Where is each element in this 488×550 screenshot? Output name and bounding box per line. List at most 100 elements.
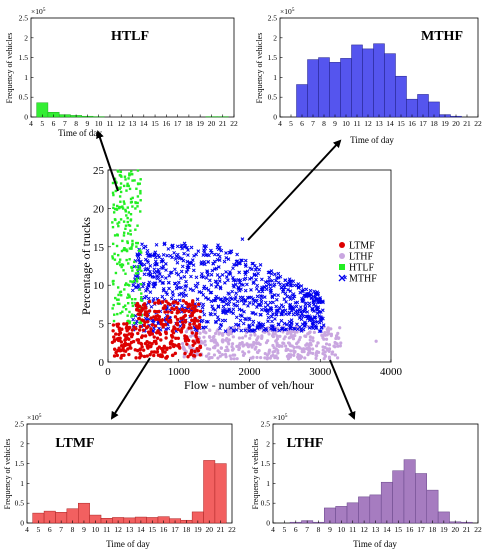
ltmf-point	[162, 344, 167, 349]
htlf-xtick-label: 9	[86, 119, 90, 128]
mthf-point	[234, 315, 239, 320]
mthf-point	[237, 307, 242, 312]
htlf-histogram: 4 5 6 7 8 9 10 11 12 13 14 15 16 17 18 19 20 21 22 0 0.5 1 1.…	[5, 7, 238, 138]
mthf-point	[318, 318, 323, 322]
ltmf-point	[195, 308, 199, 313]
mthf-point	[258, 323, 262, 328]
lthf-point	[271, 350, 275, 354]
lthf-bar-18	[426, 489, 439, 524]
lthf-point	[336, 356, 340, 360]
ltmf-point	[148, 352, 152, 357]
mthf-point	[201, 325, 205, 330]
ltmf-point	[166, 310, 170, 314]
htlf-point	[138, 265, 141, 268]
lthf-point	[267, 332, 271, 336]
lthf-point	[329, 327, 333, 331]
mthf-point	[234, 291, 239, 296]
mthf-point	[274, 304, 279, 309]
htlf-point	[135, 280, 139, 283]
mthf-point	[282, 297, 287, 302]
mthf-point	[172, 250, 176, 255]
arrow-to-htlf	[96, 130, 119, 192]
htlf-point	[125, 248, 128, 251]
mthf-histogram: 4 5 6 7 8 9 10 11 12 13 14 15 16 17 18 19 20 21 22 0 0.5 1 1.…	[255, 7, 482, 145]
mthf-point	[150, 274, 155, 279]
htlf-point	[128, 320, 132, 323]
ltmf-point	[197, 323, 202, 327]
arrow-to-mthf	[247, 139, 342, 241]
lthf-xtick-label: 5	[283, 525, 287, 534]
htlf-point	[126, 314, 129, 317]
mthf-point	[286, 312, 291, 317]
lthf-histogram: 4 5 6 7 8 9 10 11 12 13 14 15 16 17 18 19 20 21 22 00.511.…	[251, 413, 482, 549]
ltmf-point	[160, 318, 165, 322]
lthf-xtick-label: 13	[372, 525, 380, 534]
lthf-point	[267, 348, 272, 352]
mthf-point	[242, 301, 246, 306]
mthf-xtick-label: 4	[278, 119, 282, 128]
htlf-point	[127, 284, 131, 287]
ltmf-point	[127, 352, 131, 357]
mthf-point	[177, 298, 182, 303]
htlf-point	[131, 301, 134, 305]
ltmf-bar-9	[78, 502, 90, 524]
scatter-ytick-label: 15	[93, 242, 105, 254]
mthf-xtick-label: 11	[353, 119, 360, 128]
ltmf-point	[125, 336, 130, 341]
ltmf-point	[146, 330, 151, 334]
mthf-point	[155, 274, 159, 278]
mthf-point	[199, 290, 204, 295]
lthf-point	[255, 355, 259, 360]
mthf-point	[294, 312, 299, 317]
lthf-xtick-label: 14	[383, 525, 391, 534]
mthf-point	[259, 297, 264, 302]
mthf-point	[202, 312, 207, 317]
ltmf-point	[164, 331, 168, 336]
mthf-point	[203, 246, 208, 251]
mthf-point	[142, 272, 147, 277]
htlf-point	[122, 248, 125, 252]
mthf-point	[222, 259, 227, 264]
ltmf-point	[112, 347, 117, 351]
htlf-point	[125, 214, 128, 217]
mthf-point	[218, 285, 223, 290]
lthf-point	[286, 341, 291, 345]
mthf-point	[231, 278, 236, 283]
mthf-point	[210, 268, 215, 273]
ltmf-point	[123, 338, 127, 342]
mthf-point	[268, 286, 273, 291]
mthf-bar-8	[318, 57, 330, 118]
htlf-point	[112, 303, 115, 307]
htlf-point	[116, 222, 119, 225]
ltmf-point	[138, 312, 143, 317]
ltmf-point	[149, 327, 153, 331]
htlf-point	[126, 241, 129, 245]
htlf-point	[137, 249, 141, 253]
ltmf-point	[120, 327, 124, 331]
mthf-point	[252, 328, 257, 333]
mthf-point	[142, 295, 147, 300]
mthf-point	[247, 326, 252, 330]
ltmf-point	[192, 318, 196, 323]
mthf-point	[182, 251, 186, 256]
mthf-point	[215, 315, 220, 319]
ltmf-point	[176, 336, 181, 340]
ltmf-point	[187, 309, 191, 314]
lthf-point	[182, 346, 186, 351]
lthf-point	[293, 333, 297, 338]
htlf-point	[129, 213, 133, 216]
ltmf-point	[176, 327, 180, 332]
mthf-point	[152, 284, 157, 289]
mthf-point	[301, 327, 306, 332]
htlf-point	[136, 271, 140, 275]
mthf-point	[270, 312, 275, 316]
mthf-xtick-label: 6	[300, 119, 304, 128]
mthf-point	[212, 267, 217, 271]
lthf-point	[290, 329, 295, 334]
mthf-point	[249, 288, 253, 292]
ltmf-point	[138, 325, 143, 329]
lthf-bar-11	[346, 502, 359, 524]
mthf-point	[161, 287, 166, 291]
lthf-point	[274, 338, 278, 343]
ltmf-point	[169, 333, 174, 338]
